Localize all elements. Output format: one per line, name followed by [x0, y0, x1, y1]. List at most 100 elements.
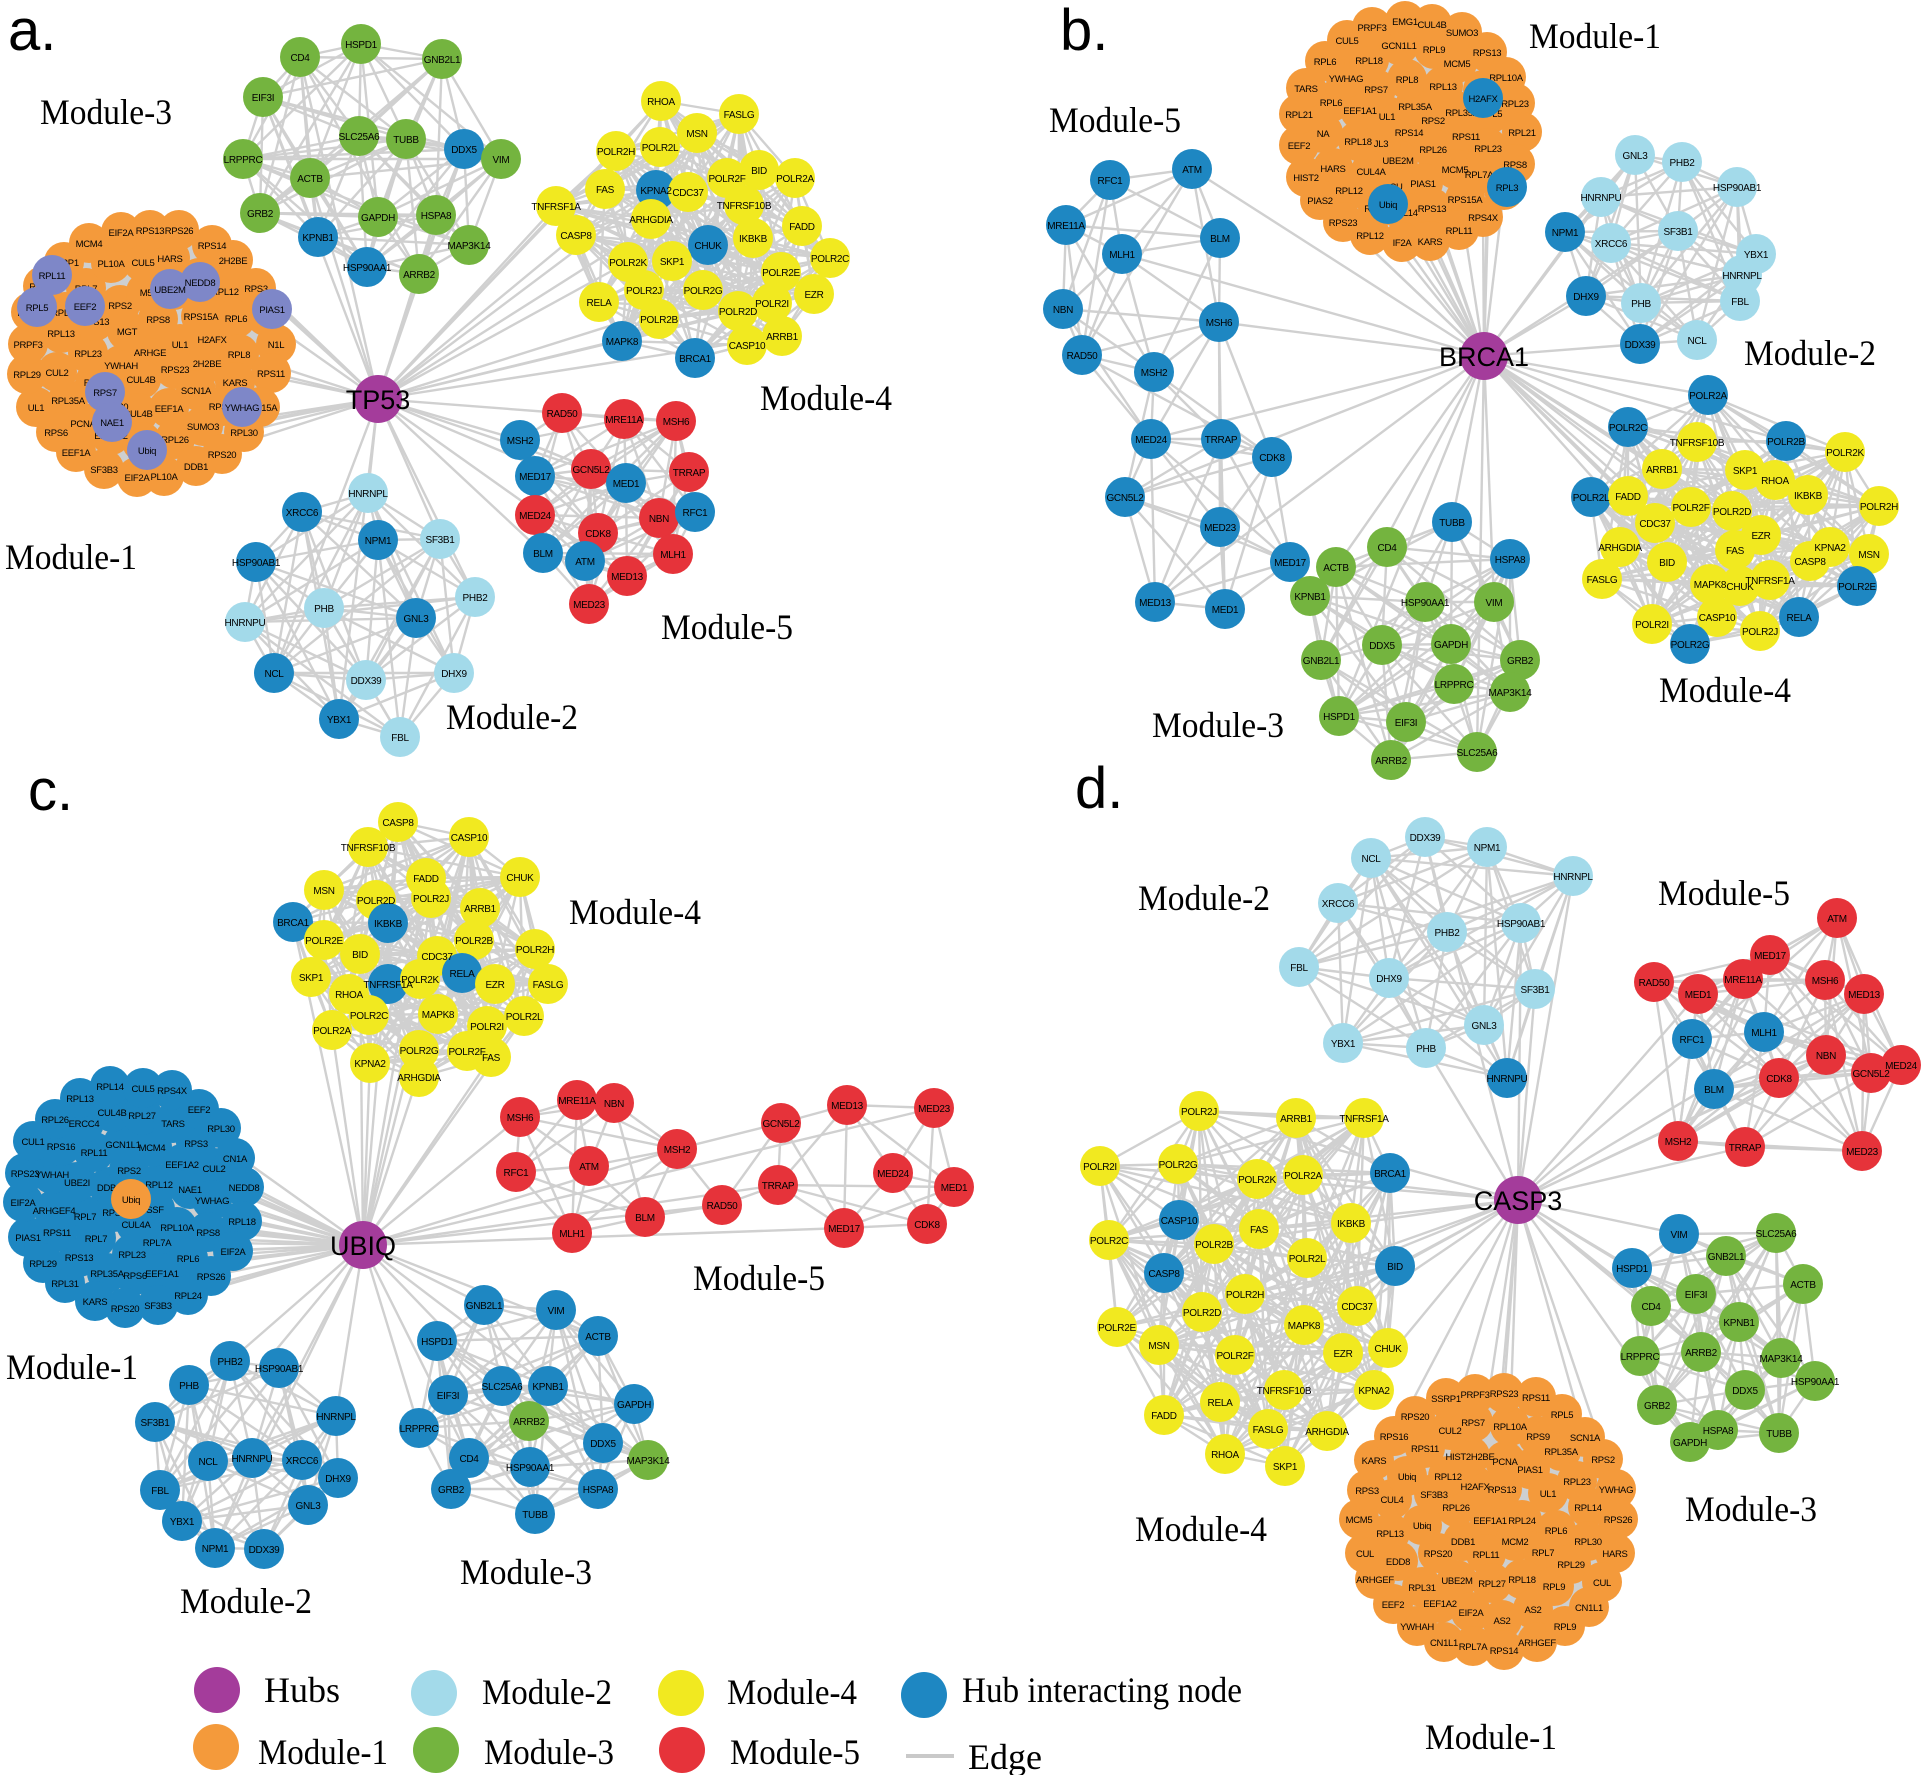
svg-text:RPS26: RPS26	[165, 226, 194, 237]
svg-text:GNB2L1: GNB2L1	[1708, 1252, 1745, 1263]
svg-text:HSPD1: HSPD1	[421, 1337, 454, 1348]
svg-text:POLR2J: POLR2J	[626, 286, 662, 297]
svg-text:HSP90AB1: HSP90AB1	[1713, 183, 1762, 194]
svg-text:CUL1: CUL1	[21, 1137, 44, 1148]
svg-text:MSN: MSN	[1858, 550, 1879, 561]
svg-text:POLR2J: POLR2J	[1742, 627, 1778, 638]
svg-text:ARHGEF: ARHGEF	[1518, 1638, 1556, 1649]
svg-text:FASLG: FASLG	[533, 980, 564, 991]
svg-text:ATM: ATM	[1827, 914, 1846, 925]
svg-text:PRPF3: PRPF3	[13, 340, 42, 351]
svg-text:CD4: CD4	[1377, 543, 1397, 554]
svg-text:RPL35A: RPL35A	[1445, 108, 1480, 119]
svg-text:RPS8: RPS8	[196, 1228, 220, 1239]
svg-text:CN1L1: CN1L1	[1430, 1638, 1458, 1649]
svg-text:PCNA: PCNA	[1492, 1457, 1518, 1468]
svg-text:MAP3K14: MAP3K14	[1760, 1354, 1804, 1365]
svg-text:Edge: Edge	[968, 1737, 1042, 1775]
svg-text:KPNB1: KPNB1	[302, 233, 334, 244]
svg-text:YWHAH: YWHAH	[104, 361, 138, 372]
svg-text:EEF1A1: EEF1A1	[145, 1269, 179, 1280]
svg-text:POLR2E: POLR2E	[1838, 582, 1876, 593]
svg-text:CDK8: CDK8	[585, 529, 611, 540]
svg-text:MLH1: MLH1	[1109, 250, 1135, 261]
svg-text:CUL2: CUL2	[1438, 1426, 1461, 1437]
svg-text:RPL31: RPL31	[51, 1279, 79, 1290]
svg-text:MSH2: MSH2	[507, 436, 534, 447]
svg-text:CN1L1: CN1L1	[1575, 1603, 1603, 1614]
svg-text:BLM: BLM	[1210, 234, 1230, 245]
svg-text:NEDD8: NEDD8	[229, 1183, 260, 1194]
svg-text:2H2BE: 2H2BE	[193, 359, 222, 370]
svg-text:Module-2: Module-2	[1744, 333, 1876, 373]
svg-text:BID: BID	[1387, 1262, 1403, 1273]
svg-text:YBX1: YBX1	[170, 1517, 195, 1528]
svg-text:RPS6: RPS6	[44, 428, 68, 439]
svg-text:FBL: FBL	[151, 1486, 169, 1497]
svg-text:UL1: UL1	[172, 340, 189, 351]
svg-text:CHUK: CHUK	[1726, 582, 1754, 593]
svg-text:RPS7: RPS7	[102, 1208, 126, 1219]
svg-text:HNRNPL: HNRNPL	[1722, 271, 1762, 282]
svg-text:MCM2: MCM2	[1502, 1537, 1529, 1548]
svg-text:EIF2A: EIF2A	[11, 1198, 37, 1209]
svg-text:CHUK: CHUK	[1374, 1344, 1402, 1355]
svg-text:MAPK8: MAPK8	[1694, 580, 1727, 591]
svg-text:RPL5: RPL5	[26, 303, 49, 314]
svg-text:EEF2: EEF2	[1288, 141, 1311, 152]
svg-text:TUBB: TUBB	[522, 1510, 548, 1521]
svg-text:RPL26: RPL26	[41, 1115, 69, 1126]
svg-text:RPL6: RPL6	[225, 314, 248, 325]
svg-text:RPL29: RPL29	[13, 370, 41, 381]
svg-text:CD4: CD4	[1641, 1302, 1661, 1313]
svg-text:CUL2: CUL2	[45, 368, 68, 379]
svg-text:RPL21: RPL21	[1508, 128, 1536, 139]
svg-text:HSP90AA1: HSP90AA1	[1401, 598, 1450, 609]
svg-text:Module-4: Module-4	[727, 1672, 857, 1712]
svg-text:TNFRSF1A: TNFRSF1A	[363, 980, 413, 991]
svg-text:POLR2F: POLR2F	[1672, 503, 1709, 514]
svg-text:RPS26: RPS26	[197, 1272, 226, 1283]
svg-text:Module-1: Module-1	[258, 1732, 388, 1772]
svg-text:RPL35A: RPL35A	[90, 1269, 125, 1280]
svg-text:YWHAG: YWHAG	[195, 1196, 229, 1207]
svg-text:KPNA2: KPNA2	[640, 186, 672, 197]
svg-text:Ubiq: Ubiq	[1413, 1521, 1431, 1532]
svg-text:RPL18: RPL18	[1508, 1575, 1536, 1586]
svg-text:DHX9: DHX9	[1573, 292, 1599, 303]
svg-text:NAE1: NAE1	[178, 1185, 202, 1196]
svg-text:RELA: RELA	[450, 969, 476, 980]
svg-text:MCM4: MCM4	[76, 239, 103, 250]
svg-text:NCL: NCL	[264, 669, 284, 680]
svg-text:RPL23: RPL23	[1563, 1477, 1591, 1488]
svg-text:YWHAH: YWHAH	[35, 1170, 69, 1181]
svg-text:MSN: MSN	[686, 129, 707, 140]
svg-text:SLC25A6: SLC25A6	[339, 132, 380, 143]
svg-text:POLR2I: POLR2I	[1083, 1162, 1117, 1173]
svg-text:ARHGEF: ARHGEF	[1356, 1575, 1394, 1586]
svg-text:Module-2: Module-2	[1138, 878, 1270, 918]
svg-text:ACTB: ACTB	[1790, 1280, 1816, 1291]
svg-text:MCM4: MCM4	[139, 1143, 166, 1154]
svg-text:YWHAG: YWHAG	[225, 403, 259, 414]
svg-text:UBE2M: UBE2M	[1441, 1576, 1473, 1587]
svg-text:RPL29: RPL29	[1557, 1560, 1585, 1571]
svg-text:EIF2A: EIF2A	[125, 473, 151, 484]
svg-text:SSF: SSF	[146, 1205, 164, 1216]
svg-text:AS2: AS2	[1524, 1605, 1541, 1616]
svg-text:ARHGDIA: ARHGDIA	[1598, 543, 1642, 554]
svg-text:GAPDH: GAPDH	[617, 1400, 651, 1411]
svg-text:RPL18: RPL18	[1344, 137, 1372, 148]
svg-text:Ubiq: Ubiq	[1379, 200, 1397, 211]
svg-text:CDC37: CDC37	[1341, 1302, 1373, 1313]
svg-text:MED23: MED23	[1204, 523, 1237, 534]
svg-text:FADD: FADD	[789, 222, 815, 233]
svg-text:NPM1: NPM1	[1474, 843, 1501, 854]
svg-text:RPS16: RPS16	[1380, 1432, 1409, 1443]
svg-text:UL1: UL1	[28, 403, 45, 414]
svg-text:HSP90AA1: HSP90AA1	[343, 263, 392, 274]
svg-text:POLR2K: POLR2K	[609, 258, 647, 269]
svg-text:MSH6: MSH6	[663, 417, 690, 428]
svg-text:POLR2D: POLR2D	[1713, 507, 1751, 518]
svg-text:CHUK: CHUK	[694, 241, 722, 252]
